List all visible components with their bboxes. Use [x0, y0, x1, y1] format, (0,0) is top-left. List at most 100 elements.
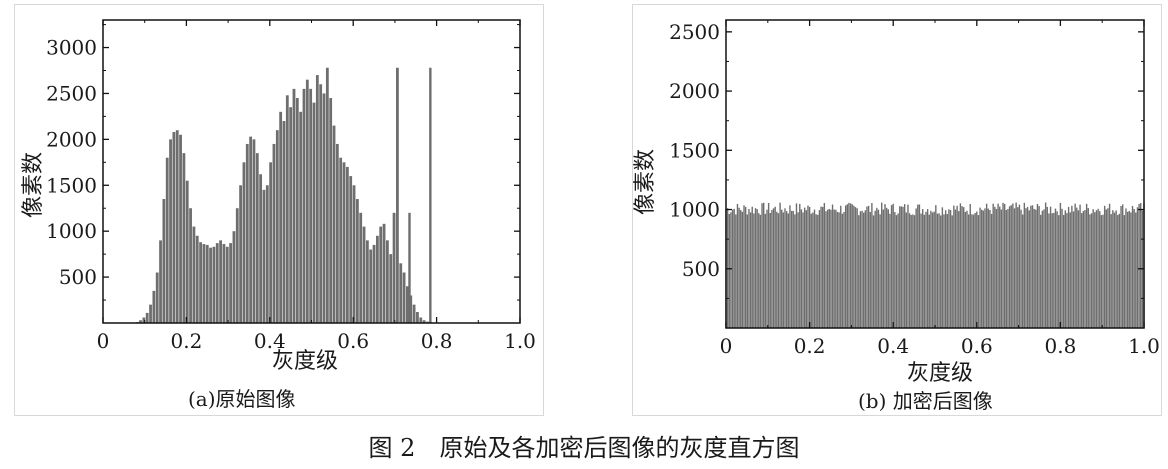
bar — [845, 205, 846, 328]
bar — [843, 212, 844, 328]
bar — [766, 210, 767, 328]
bar — [943, 214, 944, 328]
bar — [226, 247, 229, 323]
bar — [886, 208, 887, 328]
bar — [1029, 210, 1030, 328]
bar — [893, 204, 894, 328]
bar — [286, 95, 289, 323]
bar — [276, 130, 279, 323]
bar — [891, 205, 892, 328]
bar — [930, 211, 931, 328]
bar — [1073, 211, 1074, 328]
bar — [999, 207, 1000, 328]
bar — [971, 214, 972, 328]
bar — [363, 227, 366, 323]
bar — [309, 89, 312, 323]
bar — [752, 207, 753, 328]
bar — [1050, 207, 1051, 328]
bar — [413, 305, 416, 323]
bar — [1083, 211, 1084, 328]
bar — [1063, 215, 1064, 328]
bar — [279, 112, 282, 323]
bar — [989, 210, 990, 328]
bar — [1119, 214, 1120, 328]
bar — [735, 214, 736, 328]
bar — [761, 203, 762, 328]
bar — [797, 212, 798, 328]
bar — [924, 215, 925, 328]
y-tick-label: 2000 — [669, 79, 720, 103]
bar-spike — [429, 68, 431, 323]
bar — [1009, 206, 1010, 328]
bar — [1084, 210, 1085, 328]
x-tick-label: 1.0 — [504, 329, 536, 353]
bar — [796, 203, 797, 328]
bars — [725, 203, 1144, 328]
bar — [1015, 203, 1016, 328]
bar — [1129, 211, 1130, 328]
bar — [206, 245, 209, 323]
bar — [1004, 204, 1005, 328]
bar-spike — [408, 213, 410, 323]
bar — [219, 240, 222, 323]
bar — [965, 212, 966, 328]
bar — [833, 210, 834, 328]
bar — [1068, 207, 1069, 328]
x-tick-label: 0.6 — [337, 329, 369, 353]
bar — [863, 213, 864, 328]
bar — [356, 199, 359, 323]
y-axis-label: 像素数 — [21, 152, 46, 218]
bar — [827, 210, 828, 328]
bar — [373, 245, 376, 323]
bar — [774, 207, 775, 328]
bar — [738, 208, 739, 328]
bar — [729, 214, 730, 328]
bar — [807, 206, 808, 328]
bar — [992, 204, 993, 328]
bar — [801, 209, 802, 328]
bar — [970, 204, 971, 328]
bar — [825, 211, 826, 328]
bar — [847, 204, 848, 328]
bar — [319, 84, 322, 323]
bar — [1076, 208, 1077, 328]
panel-caption: (b) 加密后图像 — [858, 389, 993, 413]
bar — [966, 211, 967, 328]
bar — [876, 208, 877, 328]
bar — [907, 205, 908, 328]
bar — [888, 209, 889, 328]
y-tick-label: 3000 — [46, 36, 97, 60]
bar — [216, 243, 219, 323]
bar — [758, 213, 759, 328]
bar — [866, 207, 867, 328]
bar — [765, 214, 766, 328]
bar — [819, 210, 820, 328]
bar — [956, 206, 957, 328]
bar — [1078, 210, 1079, 328]
bar — [1024, 203, 1025, 328]
bar — [809, 207, 810, 328]
bar — [799, 204, 800, 328]
bar — [794, 214, 795, 328]
bar — [747, 214, 748, 328]
bar — [299, 112, 302, 323]
bar — [236, 208, 239, 323]
bar — [1120, 206, 1121, 328]
bar — [1135, 212, 1136, 328]
bar — [804, 208, 805, 328]
bar — [203, 244, 206, 323]
bar — [1094, 212, 1095, 328]
bar — [1033, 209, 1034, 328]
bar — [884, 204, 885, 328]
bar — [750, 212, 751, 328]
bar — [770, 213, 771, 328]
bar — [1043, 209, 1044, 328]
bar — [860, 211, 861, 328]
bar — [182, 153, 185, 323]
bar — [947, 214, 948, 328]
bar — [961, 206, 962, 328]
bar — [1022, 214, 1023, 328]
bar — [209, 248, 212, 323]
bar — [914, 215, 915, 328]
bar — [159, 240, 162, 323]
